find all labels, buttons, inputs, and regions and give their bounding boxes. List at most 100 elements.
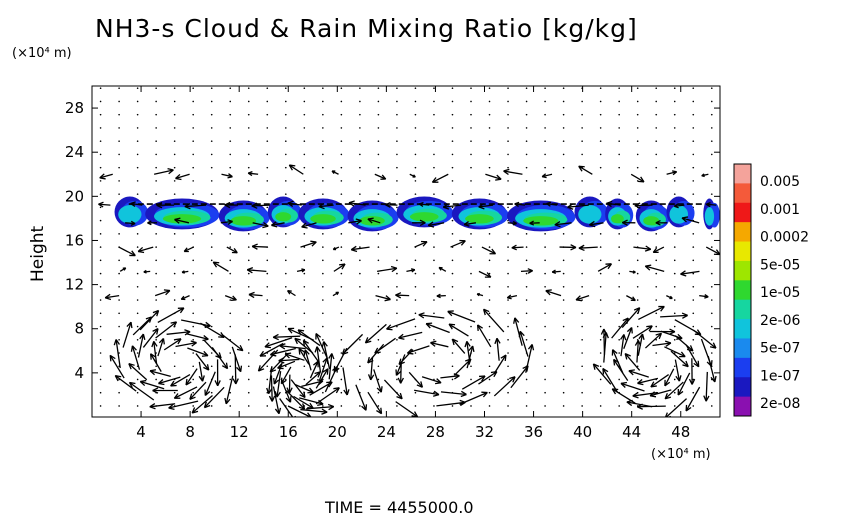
grid-dot	[173, 246, 176, 248]
arrow-shaft	[670, 350, 689, 368]
wind-arrow	[652, 340, 672, 347]
arrow-shaft	[613, 359, 629, 381]
arrow-head	[251, 202, 258, 207]
arrow-head	[114, 375, 119, 382]
wind-arrow	[703, 371, 710, 402]
x-tick-label: 24	[377, 423, 396, 441]
arrow-shaft	[418, 314, 445, 319]
arrow-shaft	[269, 353, 289, 373]
arrow-shaft	[309, 361, 319, 379]
arrow-head	[660, 306, 665, 312]
arrow-shaft	[166, 331, 191, 335]
grid-dot	[303, 378, 306, 381]
wind-arrow	[212, 261, 229, 272]
arrow-head	[318, 206, 325, 210]
arrow-head	[351, 249, 358, 253]
cloud-blob	[704, 207, 715, 226]
grid-dot	[470, 166, 472, 169]
grid-dot	[433, 113, 435, 116]
arrow-head	[355, 218, 362, 222]
arrow-shaft	[247, 269, 267, 273]
arrow-head	[285, 397, 291, 403]
grid-dot	[581, 365, 583, 368]
arrow-shaft	[149, 403, 176, 408]
arrow-head	[468, 358, 472, 365]
arrow-head	[478, 206, 485, 210]
arrow-head	[685, 406, 692, 412]
grid-dot	[303, 166, 306, 169]
grid-dot	[581, 338, 583, 341]
grid-dot	[155, 246, 157, 248]
grid-dot	[470, 127, 472, 129]
colorbar-swatch	[734, 222, 751, 243]
arrow-head	[527, 270, 533, 274]
arrow-head	[613, 358, 620, 364]
arrow-shaft	[118, 246, 136, 257]
arrow-shaft	[139, 310, 160, 331]
grid-dot	[377, 405, 380, 407]
grid-dot	[507, 272, 509, 275]
arrow-head	[454, 375, 460, 380]
wind-arrow	[163, 338, 182, 351]
grid-dot	[247, 180, 250, 182]
arrow-shaft	[203, 339, 222, 359]
wind-arrow	[700, 338, 713, 367]
wind-arrow	[170, 374, 191, 387]
grid-dot	[488, 259, 491, 262]
arrow-head	[174, 219, 180, 224]
grid-dot	[692, 233, 695, 235]
arrow-head	[312, 360, 319, 366]
arrow-shaft	[665, 398, 688, 417]
arrow-head	[519, 330, 525, 337]
grid-dot	[322, 365, 324, 368]
grid-dot	[599, 113, 602, 116]
wind-arrow	[180, 319, 211, 329]
wind-arrow	[637, 377, 659, 386]
colorbar-frame	[733, 163, 752, 417]
colorbar-swatch	[734, 338, 751, 359]
grid-dot	[396, 338, 398, 341]
grid-dot	[192, 391, 194, 394]
wind-arrow	[367, 391, 383, 415]
colorbar-label: 5e-07	[760, 341, 800, 357]
arrow-shaft	[105, 294, 120, 299]
wind-arrow	[511, 244, 524, 251]
grid-dot	[266, 140, 269, 142]
wind-arrow	[373, 369, 383, 393]
arrow-shaft	[674, 204, 685, 207]
wind-arrow	[251, 202, 270, 209]
arrow-head	[346, 389, 350, 396]
arrow-shaft	[674, 319, 702, 336]
grid-dot	[210, 180, 213, 182]
grid-dot	[655, 259, 658, 262]
arrow-head	[232, 295, 237, 301]
grid-dot	[692, 391, 695, 394]
grid-dot	[636, 299, 639, 301]
arrow-head	[131, 250, 136, 256]
arrow-shaft	[666, 171, 677, 175]
grid-dot	[451, 299, 454, 301]
arrow-shaft	[628, 370, 649, 378]
arrow-head	[321, 408, 328, 413]
grid-dot	[525, 166, 528, 169]
grid-dot	[229, 193, 232, 195]
arrow-head	[332, 246, 336, 250]
grid-dot	[414, 312, 417, 315]
wind-arrow	[440, 373, 460, 380]
wind-arrow	[425, 322, 450, 334]
grid-dot	[581, 405, 583, 407]
grid-dot	[155, 259, 157, 262]
arrow-shaft	[351, 246, 370, 251]
arrow-shaft	[287, 290, 296, 297]
wind-arrow	[98, 201, 111, 208]
grid-dot	[470, 180, 472, 182]
arrow-head	[460, 393, 467, 398]
arrow-head	[486, 272, 492, 278]
grid-dot	[284, 246, 287, 248]
colorbar-swatch	[734, 202, 751, 223]
arrow-shaft	[652, 246, 665, 253]
grid-dot	[118, 325, 120, 328]
grid-dot	[692, 100, 695, 103]
grid-dot	[266, 365, 269, 368]
wind-arrow	[324, 366, 338, 393]
